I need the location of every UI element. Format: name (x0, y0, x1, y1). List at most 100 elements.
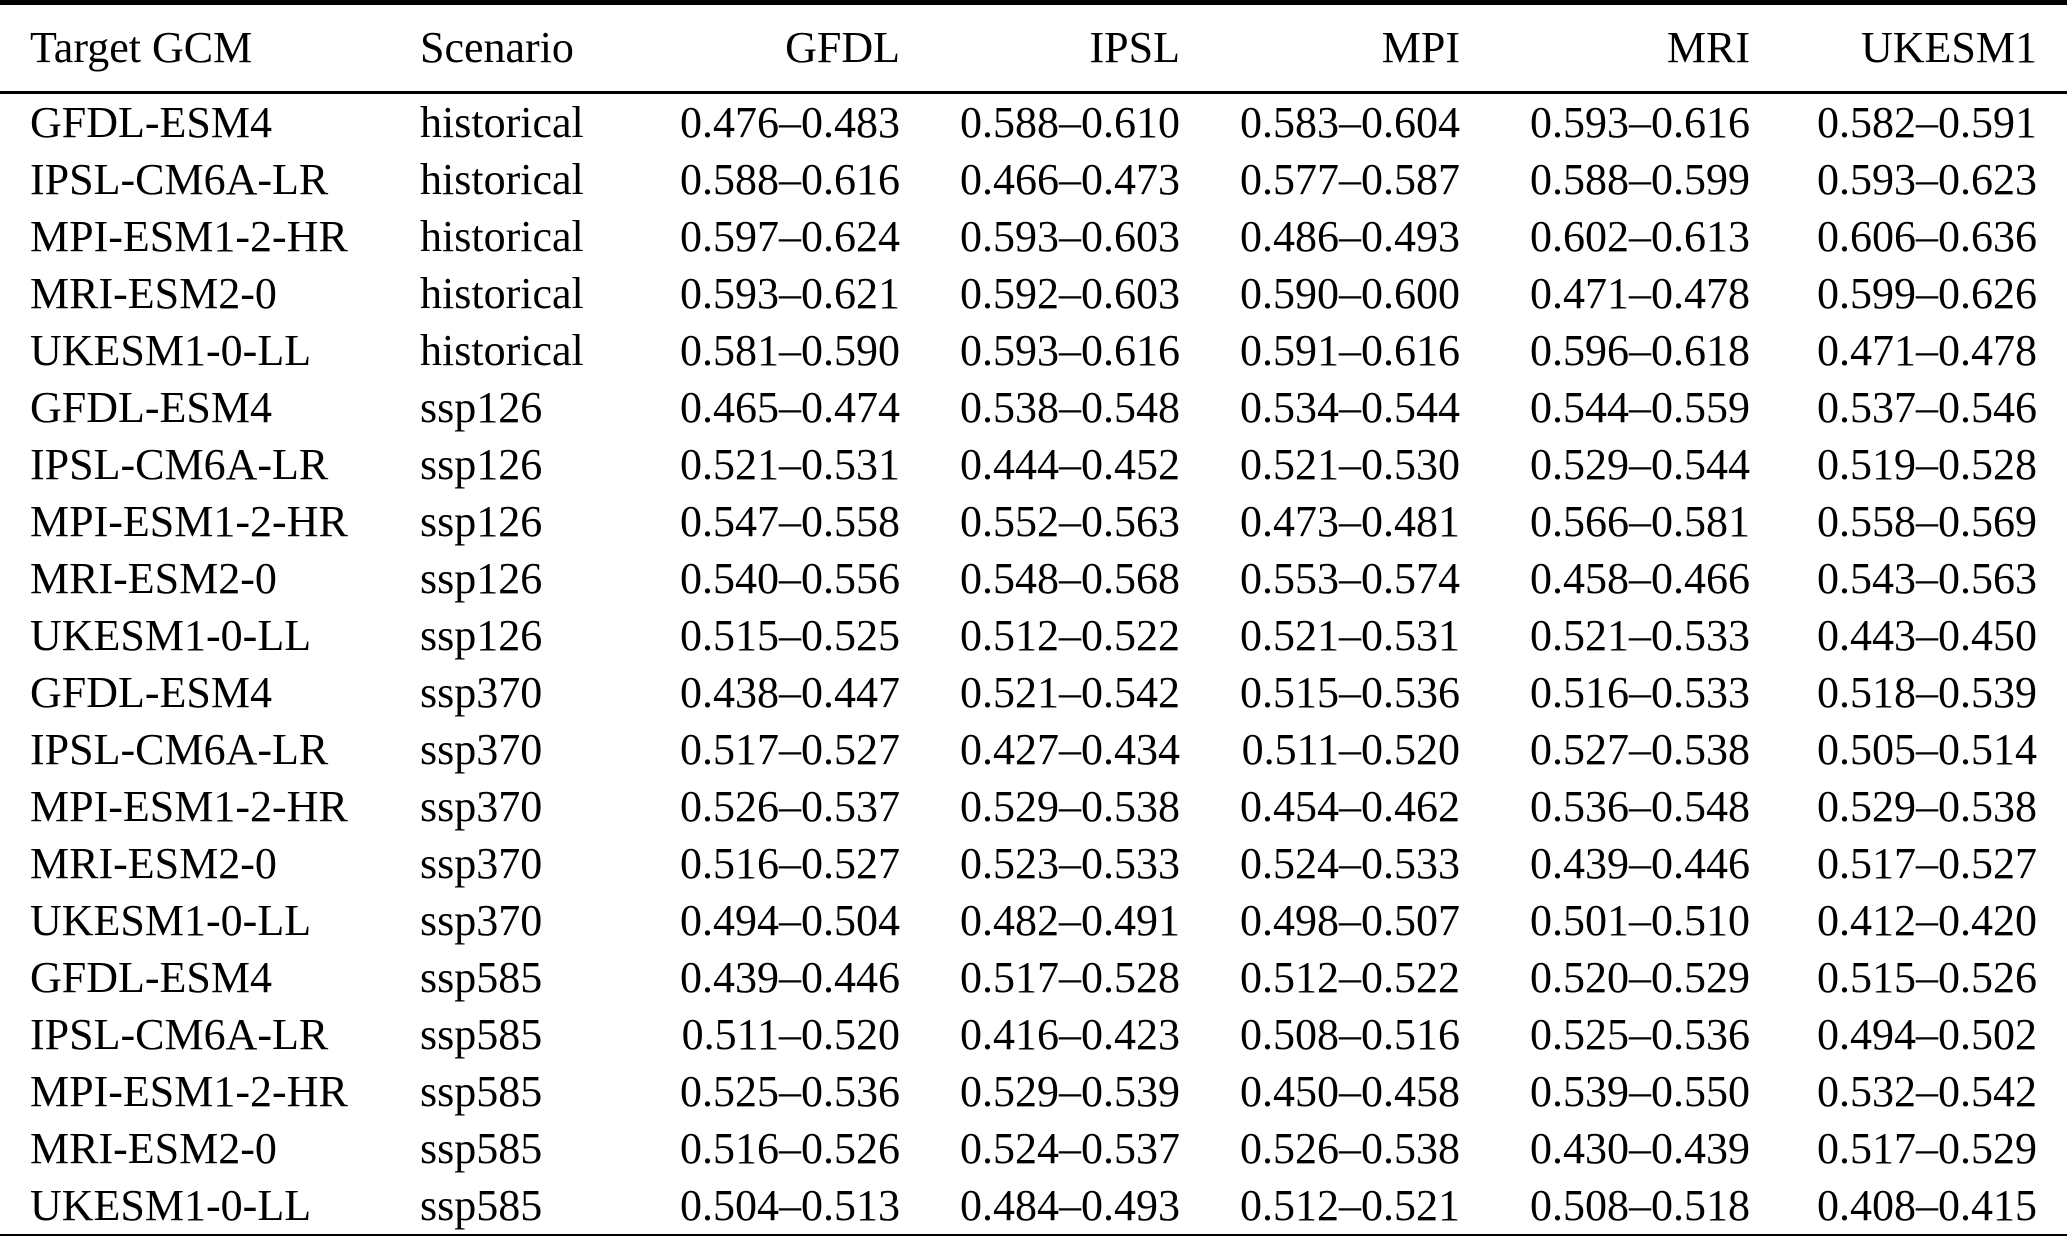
cell-scenario: historical (420, 97, 584, 147)
cell-similarity-range: 0.526–0.537 (680, 781, 900, 831)
table-row: MRI-ESM2-0 ssp126 0.540–0.556 0.548–0.568 0.… (0, 550, 2067, 607)
cell-scenario: ssp126 (420, 382, 543, 432)
cell-target-gcm: MRI-ESM2-0 (30, 1123, 277, 1173)
cell-similarity-range: 0.515–0.525 (680, 610, 900, 660)
cell-similarity-range: 0.427–0.434 (960, 724, 1180, 774)
cell-similarity-range: 0.505–0.514 (1817, 724, 2037, 774)
cell-scenario: ssp585 (420, 1180, 543, 1230)
cell-similarity-range: 0.501–0.510 (1530, 895, 1750, 945)
cell-similarity-range: 0.517–0.527 (1817, 838, 2037, 888)
cell-similarity-range: 0.582–0.591 (1817, 97, 2037, 147)
cell-similarity-range: 0.537–0.546 (1817, 382, 2037, 432)
cell-similarity-range: 0.515–0.526 (1817, 952, 2037, 1002)
table-row: UKESM1-0-LL ssp585 0.504–0.513 0.484–0.493 0… (0, 1177, 2067, 1236)
header-row: Target GCM Scenario GFDL IPSL MPI MRI UK… (0, 2, 2067, 94)
cell-target-gcm: IPSL-CM6A-LR (30, 1009, 329, 1059)
cell-similarity-range: 0.527–0.538 (1530, 724, 1750, 774)
cell-target-gcm: GFDL-ESM4 (30, 667, 273, 717)
cell-target-gcm: UKESM1-0-LL (30, 610, 312, 660)
cell-target-gcm: IPSL-CM6A-LR (30, 154, 329, 204)
cell-similarity-range: 0.526–0.538 (1240, 1123, 1460, 1173)
column-header-ukesm1: UKESM1 (1750, 2, 2067, 94)
cell-similarity-range: 0.476–0.483 (680, 97, 900, 147)
table-row: IPSL-CM6A-LR historical 0.588–0.616 0.466–0… (0, 151, 2067, 208)
column-header-target-gcm: Target GCM (0, 2, 420, 94)
cell-similarity-range: 0.588–0.599 (1530, 154, 1750, 204)
cell-scenario: ssp370 (420, 895, 543, 945)
table-row: MRI-ESM2-0 historical 0.593–0.621 0.592–0.6… (0, 265, 2067, 322)
cell-target-gcm: MRI-ESM2-0 (30, 838, 277, 888)
cell-scenario: historical (420, 154, 584, 204)
cell-similarity-range: 0.588–0.616 (680, 154, 900, 204)
cell-similarity-range: 0.450–0.458 (1240, 1066, 1460, 1116)
table-row: UKESM1-0-LL ssp126 0.515–0.525 0.512–0.522 0… (0, 607, 2067, 664)
column-header-gfdl: GFDL (605, 2, 900, 94)
table-row: MPI-ESM1-2-HR historical 0.597–0.624 0.593–… (0, 208, 2067, 265)
cell-similarity-range: 0.524–0.533 (1240, 838, 1460, 888)
cell-similarity-range: 0.454–0.462 (1240, 781, 1460, 831)
table-row: UKESM1-0-LL ssp370 0.494–0.504 0.482–0.491 0… (0, 892, 2067, 949)
cell-similarity-range: 0.516–0.526 (680, 1123, 900, 1173)
cell-target-gcm: GFDL-ESM4 (30, 97, 273, 147)
cell-similarity-range: 0.593–0.603 (960, 211, 1180, 261)
cell-similarity-range: 0.438–0.447 (680, 667, 900, 717)
table-row: IPSL-CM6A-LR ssp585 0.511–0.520 0.416–0.423… (0, 1006, 2067, 1063)
cell-similarity-range: 0.508–0.516 (1240, 1009, 1460, 1059)
cell-similarity-range: 0.430–0.439 (1530, 1123, 1750, 1173)
cell-target-gcm: UKESM1-0-LL (30, 895, 312, 945)
cell-target-gcm: MRI-ESM2-0 (30, 268, 277, 318)
cell-similarity-range: 0.547–0.558 (680, 496, 900, 546)
cell-similarity-range: 0.473–0.481 (1240, 496, 1460, 546)
cell-similarity-range: 0.511–0.520 (1241, 724, 1460, 774)
cell-scenario: historical (420, 268, 584, 318)
cell-scenario: ssp585 (420, 952, 543, 1002)
cell-similarity-range: 0.484–0.493 (960, 1180, 1180, 1230)
cell-similarity-range: 0.602–0.613 (1530, 211, 1750, 261)
cell-similarity-range: 0.525–0.536 (1530, 1009, 1750, 1059)
cell-similarity-range: 0.524–0.537 (960, 1123, 1180, 1173)
cell-similarity-range: 0.498–0.507 (1240, 895, 1460, 945)
cell-similarity-range: 0.521–0.533 (1530, 610, 1750, 660)
cell-similarity-range: 0.523–0.533 (960, 838, 1180, 888)
cell-target-gcm: GFDL-ESM4 (30, 952, 273, 1002)
cell-target-gcm: MPI-ESM1-2-HR (30, 781, 348, 831)
cell-scenario: ssp585 (420, 1123, 543, 1173)
cell-similarity-range: 0.581–0.590 (680, 325, 900, 375)
cell-similarity-range: 0.412–0.420 (1817, 895, 2037, 945)
cell-scenario: ssp585 (420, 1009, 543, 1059)
table-row: GFDL-ESM4 ssp126 0.465–0.474 0.538–0.548 0.5… (0, 379, 2067, 436)
cell-similarity-range: 0.444–0.452 (960, 439, 1180, 489)
cell-similarity-range: 0.548–0.568 (960, 553, 1180, 603)
cell-similarity-range: 0.588–0.610 (960, 97, 1180, 147)
cell-scenario: ssp370 (420, 781, 543, 831)
cell-similarity-range: 0.518–0.539 (1817, 667, 2037, 717)
cell-scenario: ssp126 (420, 496, 543, 546)
cell-similarity-range: 0.593–0.616 (1530, 97, 1750, 147)
cell-similarity-range: 0.593–0.616 (960, 325, 1180, 375)
cell-target-gcm: UKESM1-0-LL (30, 1180, 312, 1230)
cell-similarity-range: 0.521–0.531 (1240, 610, 1460, 660)
cell-similarity-range: 0.591–0.616 (1240, 325, 1460, 375)
cell-similarity-range: 0.508–0.518 (1530, 1180, 1750, 1230)
cell-scenario: ssp126 (420, 553, 543, 603)
cell-similarity-range: 0.540–0.556 (680, 553, 900, 603)
cell-scenario: ssp585 (420, 1066, 543, 1116)
column-header-scenario: Scenario (420, 2, 605, 94)
cell-similarity-range: 0.566–0.581 (1530, 496, 1750, 546)
cell-similarity-range: 0.466–0.473 (960, 154, 1180, 204)
cell-similarity-range: 0.494–0.504 (680, 895, 900, 945)
cell-similarity-range: 0.538–0.548 (960, 382, 1180, 432)
cell-similarity-range: 0.558–0.569 (1817, 496, 2037, 546)
cell-similarity-range: 0.597–0.624 (680, 211, 900, 261)
cell-similarity-range: 0.529–0.538 (1817, 781, 2037, 831)
cell-target-gcm: UKESM1-0-LL (30, 325, 312, 375)
cell-target-gcm: MRI-ESM2-0 (30, 553, 277, 603)
cell-target-gcm: IPSL-CM6A-LR (30, 439, 329, 489)
table-row: IPSL-CM6A-LR ssp370 0.517–0.527 0.427–0.434… (0, 721, 2067, 778)
column-header-mri: MRI (1460, 2, 1750, 94)
cell-similarity-range: 0.443–0.450 (1817, 610, 2037, 660)
cell-similarity-range: 0.553–0.574 (1240, 553, 1460, 603)
cell-similarity-range: 0.593–0.623 (1817, 154, 2037, 204)
